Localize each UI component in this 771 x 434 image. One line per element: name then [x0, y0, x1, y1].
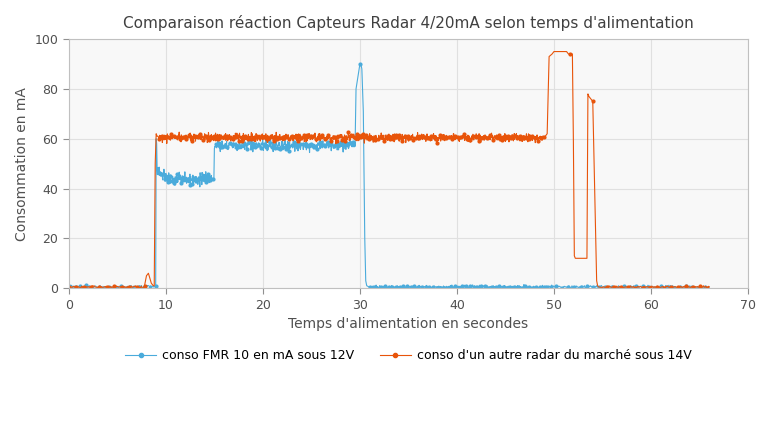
conso FMR 10 en mA sous 12V: [631, 284, 641, 289]
conso d'un autre radar du marché sous 14V: [705, 284, 714, 289]
Line: conso FMR 10 en mA sous 12V: conso FMR 10 en mA sous 12V: [67, 62, 711, 289]
conso d'un autre radar du marché sous 14V: [301, 132, 311, 137]
conso FMR 10 en mA sous 12V: [705, 285, 714, 290]
conso FMR 10 en mA sous 12V: [568, 285, 577, 290]
conso FMR 10 en mA sous 12V: [64, 283, 73, 288]
conso d'un autre radar du marché sous 14V: [64, 285, 73, 290]
conso FMR 10 en mA sous 12V: [527, 286, 537, 291]
conso d'un autre radar du marché sous 14V: [138, 286, 147, 291]
conso FMR 10 en mA sous 12V: [355, 62, 365, 67]
Legend: conso FMR 10 en mA sous 12V, conso d'un autre radar du marché sous 14V: conso FMR 10 en mA sous 12V, conso d'un …: [120, 344, 697, 367]
conso d'un autre radar du marché sous 14V: [549, 49, 558, 54]
conso d'un autre radar du marché sous 14V: [188, 135, 197, 140]
Y-axis label: Consommation en mA: Consommation en mA: [15, 87, 29, 240]
conso FMR 10 en mA sous 12V: [79, 286, 88, 291]
conso d'un autre radar du marché sous 14V: [325, 135, 335, 140]
conso FMR 10 en mA sous 12V: [301, 143, 310, 148]
X-axis label: Temps d'alimentation en secondes: Temps d'alimentation en secondes: [288, 317, 528, 331]
conso d'un autre radar du marché sous 14V: [618, 285, 627, 290]
Title: Comparaison réaction Capteurs Radar 4/20mA selon temps d'alimentation: Comparaison réaction Capteurs Radar 4/20…: [123, 15, 694, 31]
conso FMR 10 en mA sous 12V: [161, 175, 170, 181]
Line: conso d'un autre radar du marché sous 14V: conso d'un autre radar du marché sous 14…: [67, 50, 711, 289]
conso FMR 10 en mA sous 12V: [197, 176, 206, 181]
conso d'un autre radar du marché sous 14V: [483, 135, 493, 140]
conso d'un autre radar du marché sous 14V: [487, 133, 497, 138]
